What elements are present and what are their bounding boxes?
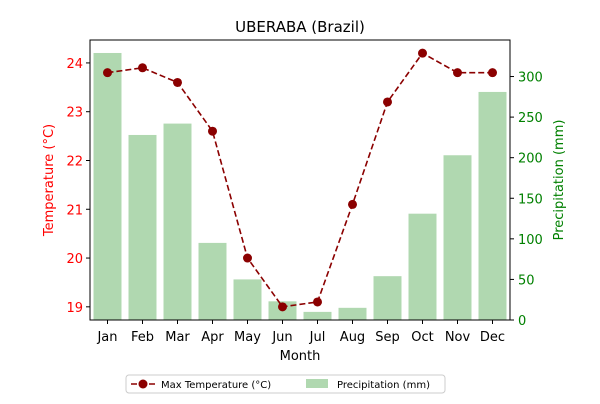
temperature-point bbox=[453, 68, 462, 78]
legend-marker bbox=[138, 379, 148, 389]
y-axis-left-label: Temperature (°C) bbox=[42, 124, 57, 237]
x-tick-label: Jan bbox=[96, 330, 117, 345]
x-tick-label: Jul bbox=[309, 330, 326, 345]
x-tick-label: Sep bbox=[375, 330, 400, 345]
y-left-tick-label: 20 bbox=[66, 252, 83, 267]
precipitation-bar bbox=[163, 123, 192, 320]
precipitation-bar bbox=[303, 311, 332, 320]
x-tick-label: Feb bbox=[131, 330, 154, 345]
temperature-point bbox=[313, 297, 322, 307]
legend-label-temperature: Max Temperature (°C) bbox=[161, 380, 271, 391]
precipitation-bar bbox=[373, 276, 402, 320]
precipitation-bar bbox=[408, 213, 437, 320]
plot-frame bbox=[89, 39, 511, 321]
y-left-tick-label: 22 bbox=[66, 154, 83, 169]
precipitation-bar bbox=[233, 279, 262, 320]
y-axis-right: 0 50 100 150 200 250 300 bbox=[510, 71, 543, 329]
x-tick-label: Mar bbox=[165, 330, 190, 345]
x-tick-label: Oct bbox=[411, 330, 433, 345]
precipitation-bar bbox=[128, 134, 157, 320]
legend-label-precipitation: Precipitation (mm) bbox=[337, 380, 430, 391]
legend: Max Temperature (°C) Precipitation (mm) bbox=[125, 374, 446, 394]
precipitation-bar bbox=[338, 307, 367, 320]
temperature-point bbox=[173, 77, 182, 87]
x-axis: Jan Feb Mar Apr May Jun Jul Aug Sep Oct Nov Dec bbox=[96, 320, 505, 345]
precipitation-bar bbox=[198, 242, 227, 320]
temperature-point bbox=[278, 302, 287, 312]
chart-title: UBERABA (Brazil) bbox=[235, 18, 365, 36]
y-right-tick-label: 50 bbox=[518, 273, 535, 288]
y-left-tick-label: 23 bbox=[66, 106, 83, 121]
y-right-tick-label: 0 bbox=[518, 314, 526, 329]
legend-box bbox=[125, 374, 446, 394]
y-right-tick-label: 150 bbox=[518, 192, 543, 207]
y-left-tick-label: 19 bbox=[66, 301, 83, 316]
temperature-point bbox=[383, 97, 392, 107]
y-right-tick-label: 100 bbox=[518, 233, 543, 248]
x-tick-label: Dec bbox=[480, 330, 505, 345]
y-axis-right-label: Precipitation (mm) bbox=[552, 120, 567, 241]
y-right-tick-label: 300 bbox=[518, 71, 543, 86]
y-axis-left: 19 20 21 22 23 24 bbox=[66, 57, 90, 316]
temperature-point bbox=[488, 68, 497, 78]
temperature-point bbox=[348, 199, 357, 209]
temperature-point bbox=[103, 68, 112, 78]
x-tick-label: Nov bbox=[445, 330, 471, 345]
x-tick-label: May bbox=[234, 330, 261, 345]
y-right-tick-label: 200 bbox=[518, 152, 543, 167]
bars bbox=[93, 52, 507, 321]
temperature-line-layer bbox=[103, 48, 497, 312]
temperature-point bbox=[138, 63, 147, 73]
x-tick-label: Jun bbox=[271, 330, 292, 345]
x-tick-label: Aug bbox=[340, 330, 365, 345]
legend-bar-swatch bbox=[306, 379, 328, 388]
temperature-line bbox=[107, 52, 493, 308]
precipitation-bar bbox=[478, 91, 507, 320]
y-left-tick-label: 21 bbox=[66, 203, 83, 218]
x-tick-label: Apr bbox=[201, 330, 224, 345]
y-right-tick-label: 250 bbox=[518, 111, 543, 126]
x-axis-label: Month bbox=[280, 349, 321, 364]
temperature-point bbox=[208, 126, 217, 136]
precipitation-bar bbox=[93, 52, 122, 321]
y-left-tick-label: 24 bbox=[66, 57, 83, 72]
temperature-point bbox=[243, 253, 252, 263]
precipitation-bar bbox=[443, 155, 472, 320]
temperature-point bbox=[418, 48, 427, 58]
